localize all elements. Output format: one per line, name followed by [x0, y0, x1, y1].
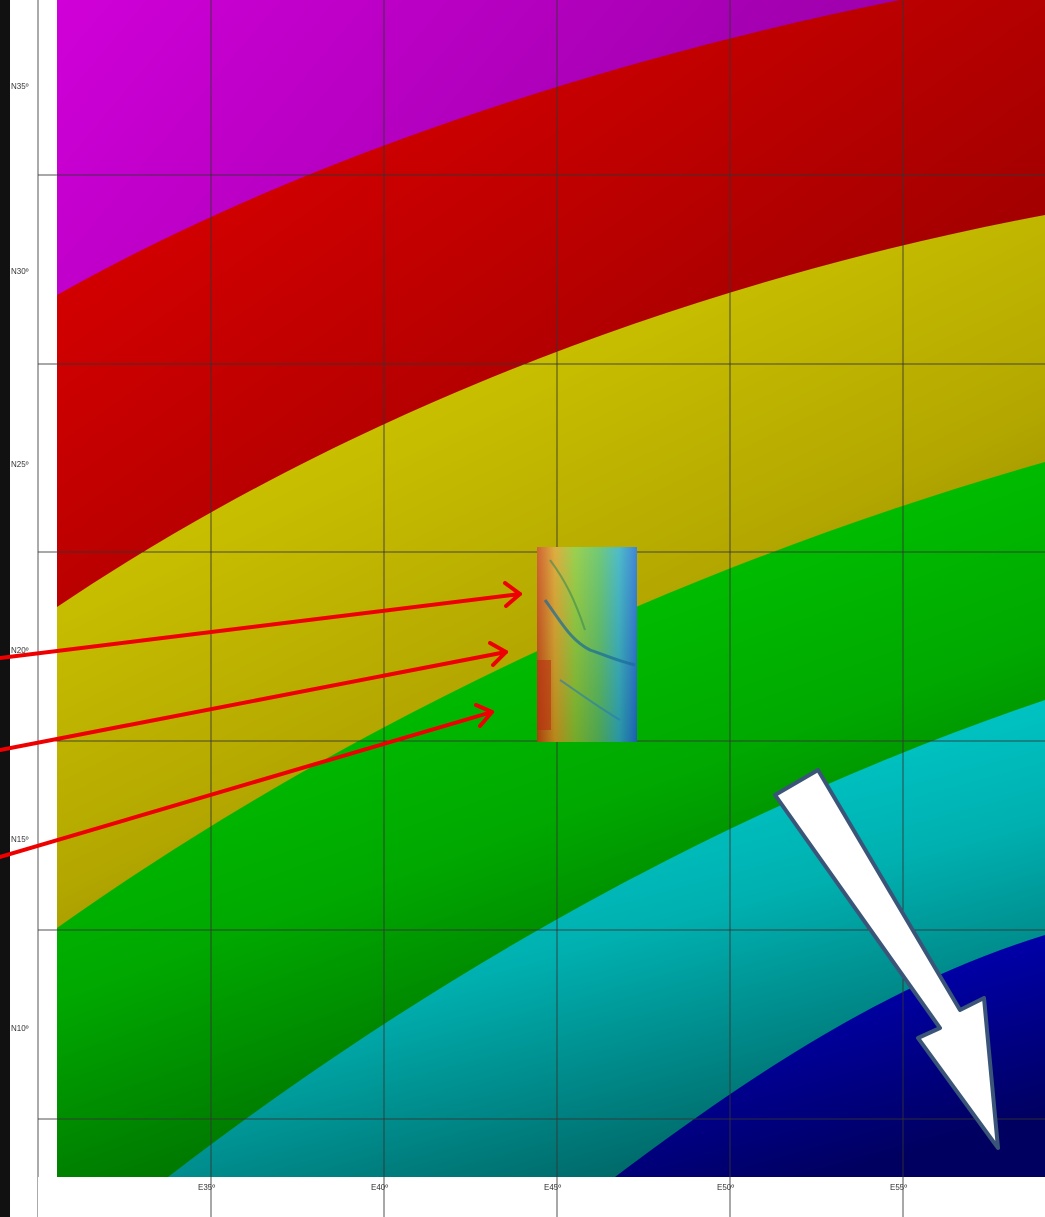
- lon-label: E35º: [198, 1183, 215, 1192]
- lon-label: E40º: [371, 1183, 388, 1192]
- lat-label: N20º: [11, 646, 29, 655]
- latitude-labels: N35º N30º N25º N20º N15º N10º: [11, 82, 29, 1033]
- red-arrow-1: [0, 581, 522, 660]
- direction-arrow: [773, 768, 1000, 1150]
- lon-label: E45º: [544, 1183, 561, 1192]
- pointer-arrows: [0, 581, 522, 859]
- lat-label: N15º: [11, 835, 29, 844]
- longitude-labels: E35º E40º E45º E50º E55º: [198, 1183, 907, 1192]
- lon-label: E55º: [890, 1183, 907, 1192]
- lat-label: N30º: [11, 267, 29, 276]
- bottom-margin: [38, 1177, 1045, 1217]
- lon-label: E50º: [717, 1183, 734, 1192]
- elevation-inset: [537, 547, 637, 742]
- left-strip: [0, 0, 10, 1217]
- lat-label: N35º: [11, 82, 29, 91]
- lat-label: N25º: [11, 460, 29, 469]
- red-arrow-2: [0, 641, 508, 752]
- lat-label: N10º: [11, 1024, 29, 1033]
- red-arrow-3: [0, 703, 494, 859]
